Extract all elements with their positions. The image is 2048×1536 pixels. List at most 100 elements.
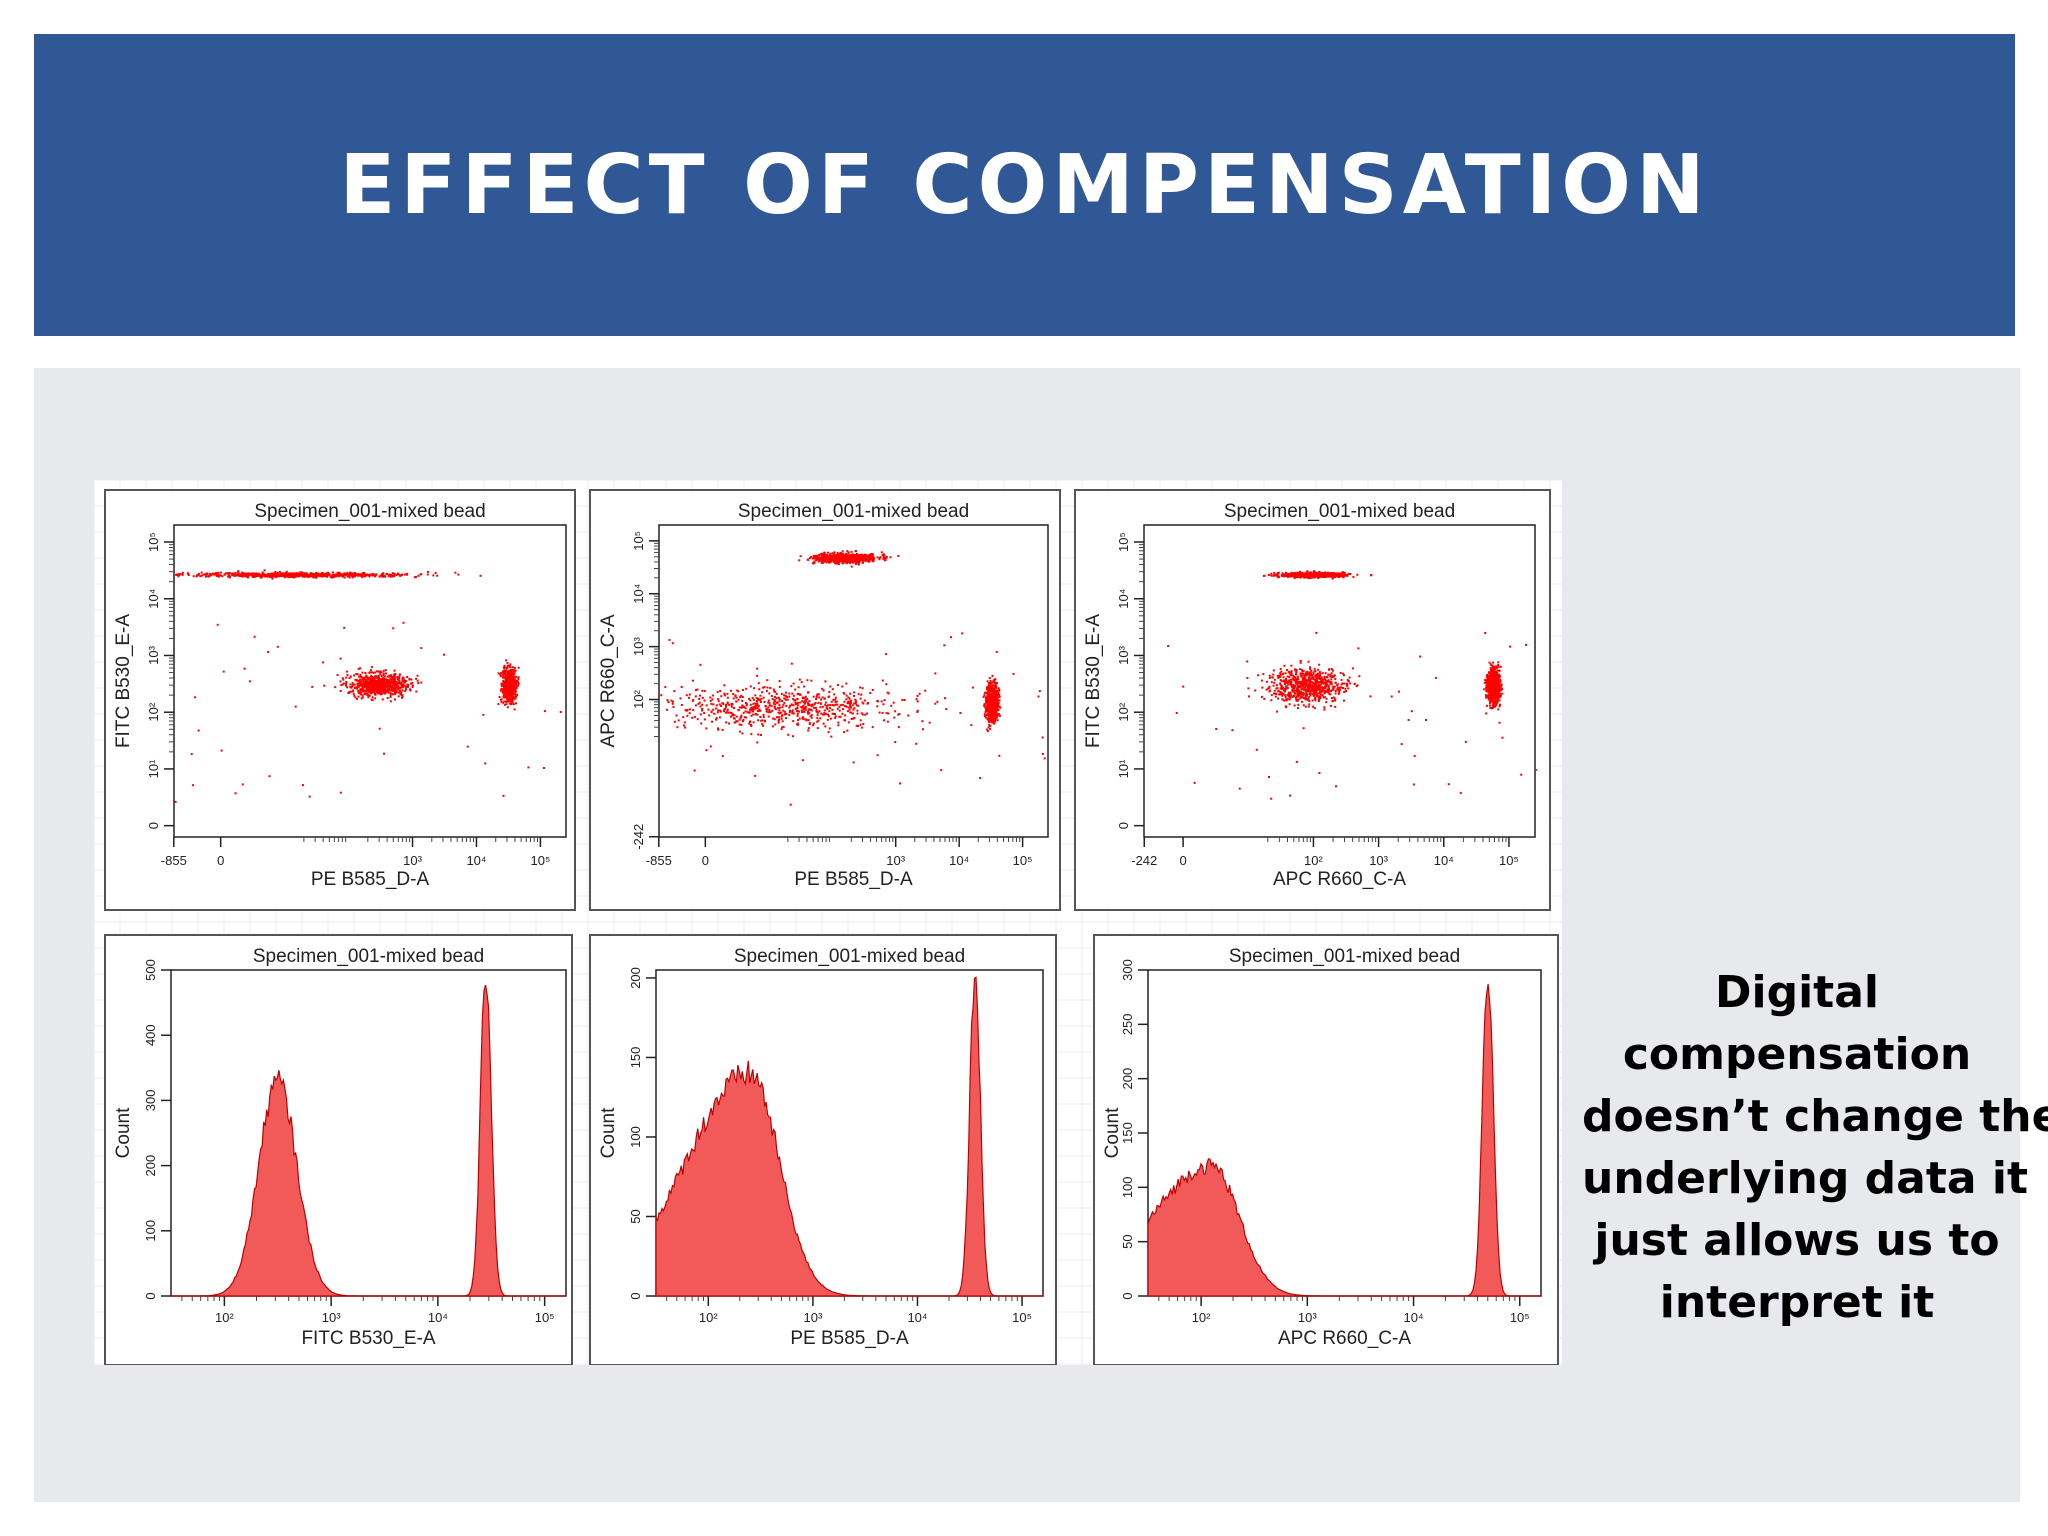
event-dot bbox=[991, 716, 994, 718]
event-dot bbox=[839, 704, 842, 707]
event-dot bbox=[379, 681, 382, 684]
event-dot bbox=[209, 574, 212, 577]
event-dot bbox=[785, 704, 788, 707]
event-dot bbox=[505, 703, 508, 706]
event-dot bbox=[504, 691, 507, 694]
event-dot bbox=[517, 682, 520, 685]
event-dot bbox=[892, 701, 895, 704]
event-dot bbox=[986, 680, 989, 683]
event-dot bbox=[984, 706, 987, 709]
event-dot bbox=[856, 712, 859, 715]
event-dot bbox=[806, 558, 809, 561]
event-dot bbox=[855, 724, 858, 727]
event-dot bbox=[785, 691, 787, 694]
event-dot bbox=[806, 679, 809, 682]
event-dot bbox=[504, 681, 507, 684]
event-dot bbox=[503, 703, 506, 706]
event-dot bbox=[998, 694, 1001, 696]
stray-event bbox=[683, 724, 685, 727]
event-dot bbox=[828, 710, 831, 713]
event-dot bbox=[774, 723, 777, 726]
event-dot bbox=[792, 712, 795, 715]
event-dot bbox=[995, 711, 998, 714]
event-dot bbox=[351, 573, 354, 576]
event-dot bbox=[998, 695, 1001, 698]
event-dot bbox=[726, 692, 729, 695]
y-tick-label: 10² bbox=[631, 689, 646, 708]
event-dot bbox=[733, 721, 736, 724]
event-dot bbox=[715, 718, 717, 721]
event-dot bbox=[723, 692, 726, 695]
event-dot bbox=[816, 720, 819, 723]
event-population bbox=[982, 674, 1002, 733]
event-dot bbox=[733, 717, 736, 720]
event-dot bbox=[959, 712, 962, 714]
event-dot bbox=[252, 572, 255, 575]
event-dot bbox=[993, 678, 996, 681]
event-dot bbox=[815, 556, 818, 559]
event-dot bbox=[362, 680, 365, 683]
event-dot bbox=[696, 718, 699, 721]
event-dot bbox=[781, 714, 784, 717]
event-dot bbox=[991, 721, 994, 724]
event-dot bbox=[995, 705, 998, 708]
event-dot bbox=[834, 559, 837, 562]
event-dot bbox=[362, 678, 365, 681]
event-dot bbox=[842, 708, 844, 711]
event-dot bbox=[995, 708, 997, 711]
event-dot bbox=[390, 685, 393, 687]
event-dot bbox=[801, 697, 804, 699]
event-dot bbox=[751, 697, 754, 699]
event-dot bbox=[735, 720, 738, 723]
event-dot bbox=[797, 686, 800, 689]
event-dot bbox=[381, 698, 384, 701]
event-population bbox=[1262, 570, 1373, 580]
event-dot bbox=[801, 705, 804, 708]
event-dot bbox=[1303, 576, 1306, 579]
event-dot bbox=[348, 677, 351, 679]
event-dot bbox=[814, 556, 817, 559]
event-dot bbox=[391, 679, 394, 682]
event-dot bbox=[880, 700, 883, 703]
event-dot bbox=[848, 708, 851, 711]
event-dot bbox=[998, 705, 1000, 708]
event-dot bbox=[828, 558, 831, 560]
event-dot bbox=[360, 676, 363, 679]
event-dot bbox=[988, 717, 990, 720]
slide-content: Specimen_001-mixed bead PE B585_D-A FITC B… bbox=[34, 368, 2048, 1502]
event-dot bbox=[342, 682, 345, 685]
event-dot bbox=[364, 672, 367, 675]
event-dot bbox=[238, 574, 241, 577]
event-dot bbox=[699, 713, 702, 716]
event-dot bbox=[391, 693, 394, 696]
event-dot bbox=[359, 678, 362, 681]
event-dot bbox=[253, 574, 256, 577]
event-dot bbox=[990, 692, 993, 695]
event-dot bbox=[815, 695, 818, 698]
event-dot bbox=[872, 557, 875, 560]
event-dot bbox=[836, 707, 839, 710]
plot-area bbox=[1143, 524, 1536, 838]
x-tick-label: 10³ bbox=[1369, 853, 1388, 868]
event-dot bbox=[500, 700, 503, 703]
x-tick-label: 0 bbox=[1179, 853, 1186, 868]
stray-event bbox=[915, 742, 918, 745]
x-axis-label: APC R660_C-A bbox=[1273, 869, 1406, 890]
event-dot bbox=[792, 682, 795, 685]
event-dot bbox=[426, 571, 429, 573]
event-dot bbox=[365, 674, 368, 677]
event-population bbox=[660, 672, 1040, 744]
event-dot bbox=[990, 708, 993, 711]
event-dot bbox=[505, 659, 507, 662]
event-dot bbox=[759, 716, 762, 718]
event-dot bbox=[750, 706, 753, 709]
event-dot bbox=[351, 681, 354, 684]
event-dot bbox=[794, 688, 797, 691]
event-dot bbox=[759, 709, 762, 712]
event-dot bbox=[375, 680, 378, 683]
event-dot bbox=[388, 675, 390, 678]
event-dot bbox=[815, 554, 818, 557]
event-dot bbox=[404, 690, 407, 693]
event-dot bbox=[416, 679, 419, 682]
event-dot bbox=[387, 682, 390, 685]
